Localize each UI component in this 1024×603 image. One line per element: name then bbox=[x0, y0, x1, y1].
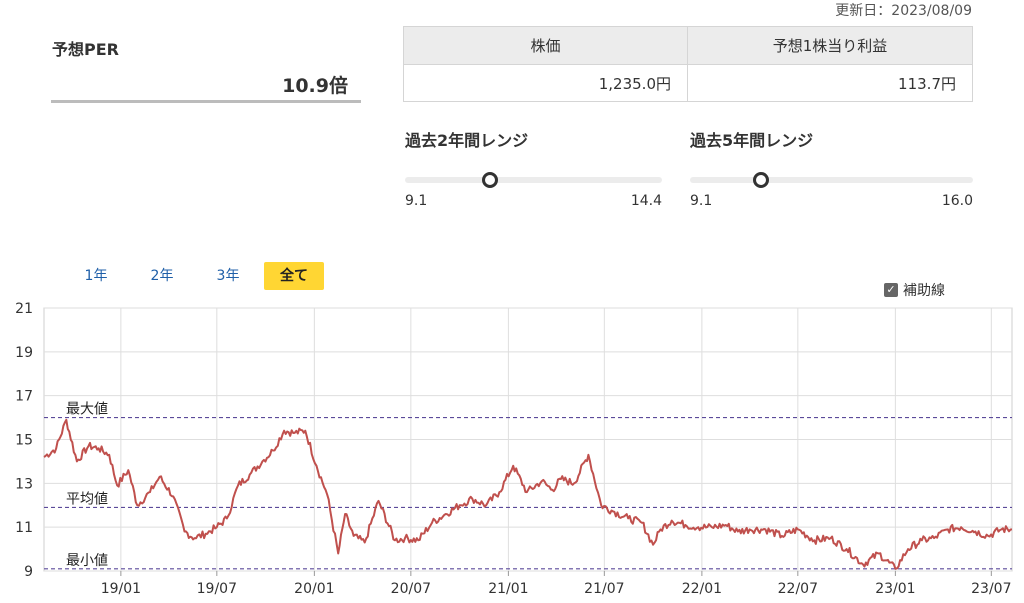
range-2y: 過去2年間レンジ 9.1 14.4 bbox=[405, 127, 662, 217]
y-tick-label: 17 bbox=[15, 389, 33, 405]
range-5y-min: 9.1 bbox=[690, 193, 713, 209]
price-value: 1,235.0円 bbox=[403, 64, 688, 102]
x-tick-label: 20/01 bbox=[294, 581, 334, 597]
y-tick-label: 13 bbox=[15, 476, 33, 492]
x-tick-label: 21/01 bbox=[488, 581, 528, 597]
range-2y-knob bbox=[482, 172, 498, 188]
guides-toggle[interactable]: ✓ 補助線 bbox=[884, 280, 945, 300]
x-tick-label: 22/01 bbox=[682, 581, 722, 597]
y-tick-label: 19 bbox=[15, 345, 33, 361]
quote-table: 株価 予想1株当り利益 1,235.0円 113.7円 bbox=[403, 26, 973, 102]
guides-label: 補助線 bbox=[903, 283, 945, 299]
x-tick-label: 23/01 bbox=[875, 581, 915, 597]
x-tick-label: 20/07 bbox=[391, 581, 431, 597]
range-5y-knob bbox=[753, 172, 769, 188]
x-tick-label: 23/07 bbox=[971, 581, 1011, 597]
range-2y-min: 9.1 bbox=[405, 193, 428, 209]
eps-header: 予想1株当り利益 bbox=[687, 26, 973, 65]
period-tabs: 1年 2年 3年 全て bbox=[66, 262, 330, 290]
updated-date: 更新日：2023/08/09 bbox=[835, 3, 972, 19]
reference-line-label: 最大値 bbox=[66, 402, 108, 418]
range-5y-title: 過去5年間レンジ bbox=[690, 131, 814, 150]
x-tick-label: 22/07 bbox=[778, 581, 818, 597]
range-5y: 過去5年間レンジ 9.1 16.0 bbox=[690, 127, 973, 217]
reference-line-label: 最小値 bbox=[66, 553, 108, 569]
range-2y-max: 14.4 bbox=[630, 193, 662, 209]
range-2y-track bbox=[405, 177, 662, 183]
tab-all[interactable]: 全て bbox=[264, 262, 324, 290]
y-tick-label: 9 bbox=[24, 564, 33, 580]
x-tick-label: 19/01 bbox=[101, 581, 141, 597]
x-tick-label: 19/07 bbox=[197, 581, 237, 597]
per-chart: 21 19 17 15 13 11 9 19/01 19/07 20/01 20/07 21/01 21… bbox=[15, 301, 1013, 597]
y-tick-label: 21 bbox=[15, 301, 33, 317]
range-5y-max: 16.0 bbox=[941, 193, 973, 209]
per-divider bbox=[51, 100, 361, 103]
reference-line-label: 平均値 bbox=[66, 491, 108, 507]
x-tick-label: 21/07 bbox=[584, 581, 624, 597]
range-2y-title: 過去2年間レンジ bbox=[405, 131, 529, 150]
tab-1y[interactable]: 1年 bbox=[84, 268, 108, 284]
per-series-line bbox=[43, 418, 1013, 570]
tab-3y[interactable]: 3年 bbox=[216, 268, 240, 284]
eps-value: 113.7円 bbox=[687, 64, 973, 102]
price-header: 株価 bbox=[403, 26, 688, 65]
range-5y-track bbox=[690, 177, 973, 183]
y-tick-label: 11 bbox=[15, 520, 33, 536]
per-value: 10.9倍 bbox=[282, 75, 348, 97]
per-label: 予想PER bbox=[52, 40, 119, 59]
y-tick-label: 15 bbox=[15, 433, 33, 449]
checkbox-checked-icon[interactable]: ✓ bbox=[884, 283, 898, 297]
tab-2y[interactable]: 2年 bbox=[150, 268, 174, 284]
